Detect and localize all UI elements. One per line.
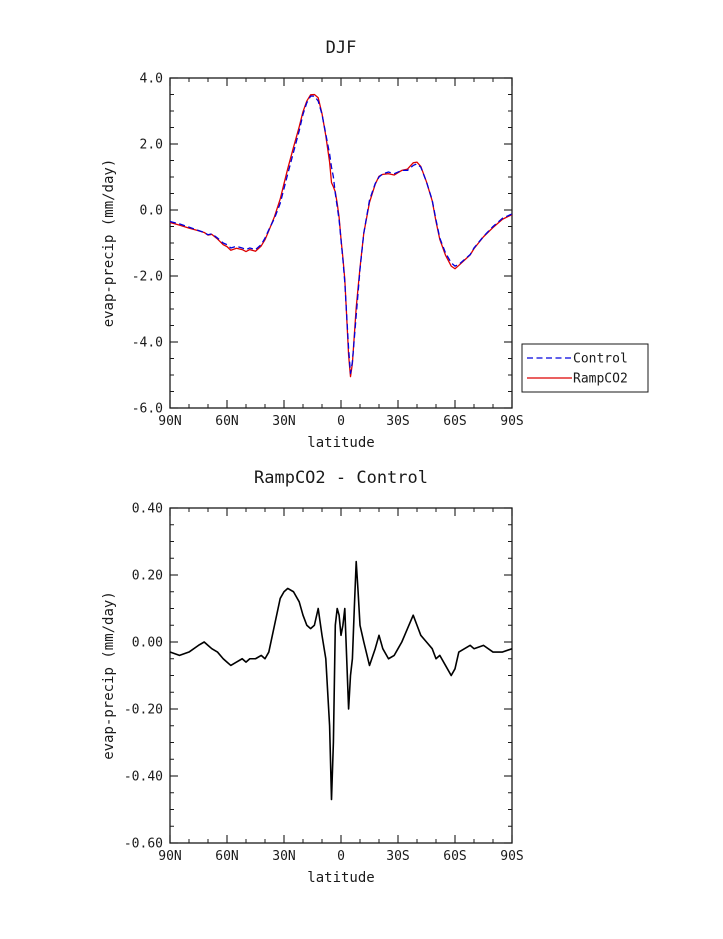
x-tick-label: 60S: [443, 414, 466, 429]
y-tick-label: 0.20: [132, 569, 163, 584]
legend-box: [521, 343, 649, 393]
y-axis-label: evap-precip (mm/day): [101, 591, 117, 760]
x-tick-label: 0: [337, 849, 345, 864]
x-tick-label: 90N: [158, 414, 181, 429]
x-axis-label: latitude: [307, 435, 374, 451]
legend-label-rampco2: RampCO2: [573, 372, 628, 387]
y-tick-label: 0.40: [132, 502, 163, 517]
y-tick-label: 0.00: [132, 636, 163, 651]
x-axis-label: latitude: [307, 870, 374, 886]
y-tick-label: -2.0: [132, 270, 163, 285]
y-tick-label: 0.0: [140, 204, 163, 219]
x-tick-label: 60S: [443, 849, 466, 864]
x-tick-label: 90N: [158, 849, 181, 864]
series-line-rampco2: [169, 93, 513, 378]
y-tick-label: 4.0: [140, 72, 163, 87]
x-tick-label: 30N: [272, 849, 295, 864]
y-tick-label: -0.40: [124, 770, 163, 785]
x-tick-label: 90S: [500, 414, 523, 429]
axis-frame: [169, 507, 513, 844]
y-tick-label: -4.0: [132, 336, 163, 351]
series-line-control: [169, 95, 513, 375]
x-tick-label: 90S: [500, 849, 523, 864]
x-tick-label: 30S: [386, 849, 409, 864]
x-tick-label: 0: [337, 414, 345, 429]
y-tick-label: -0.20: [124, 703, 163, 718]
x-tick-label: 30S: [386, 414, 409, 429]
y-tick-label: 2.0: [140, 138, 163, 153]
chart-title: RampCO2 - Control: [254, 468, 428, 488]
x-tick-label: 30N: [272, 414, 295, 429]
legend-label-control: Control: [573, 352, 628, 367]
y-tick-label: -6.0: [132, 402, 163, 417]
chart-title: DJF: [326, 38, 357, 58]
series-line-rampco2-control: [169, 560, 513, 801]
x-tick-label: 60N: [215, 849, 238, 864]
y-axis-label: evap-precip (mm/day): [101, 159, 117, 328]
y-tick-label: -0.60: [124, 837, 163, 852]
x-tick-label: 60N: [215, 414, 238, 429]
